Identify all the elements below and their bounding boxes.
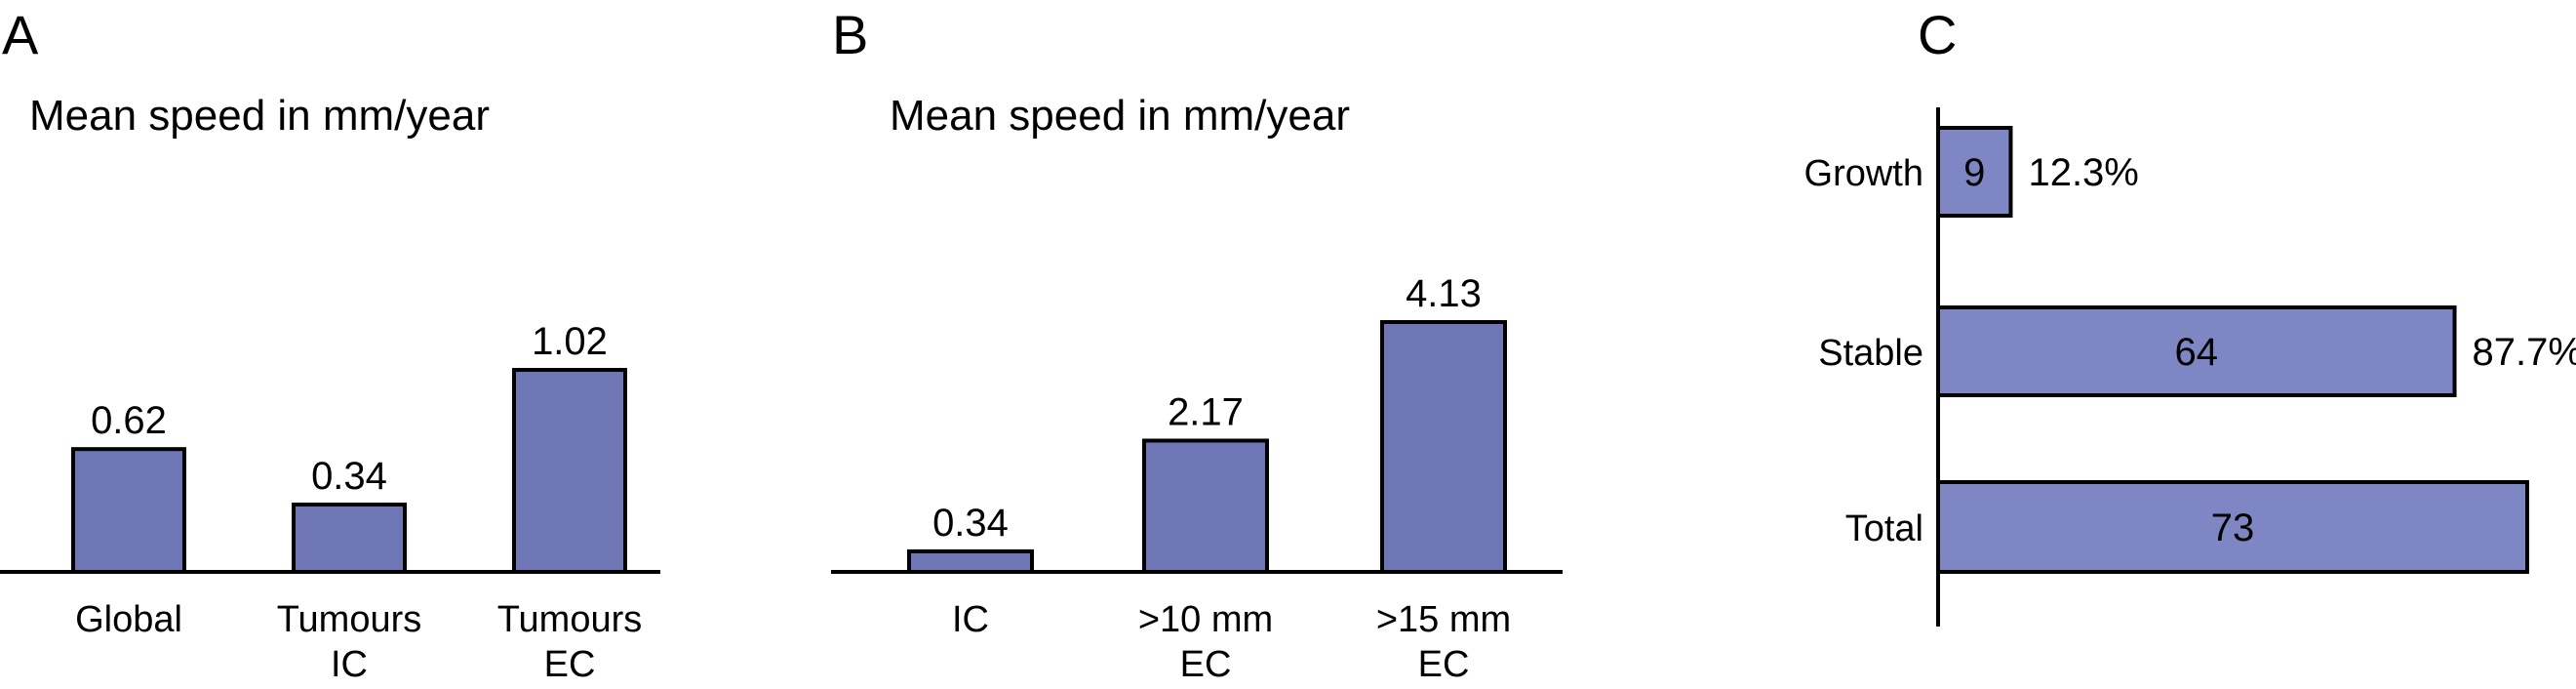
tick-label: EC [1180, 644, 1232, 685]
chart-title: Mean speed in mm/year [29, 92, 490, 140]
data-label: 2.17 [1168, 390, 1244, 433]
bar [907, 548, 1034, 574]
bar [512, 368, 627, 574]
panel-letter: C [1918, 4, 1957, 65]
tick-label: IC [331, 644, 368, 685]
data-label: 1.02 [532, 320, 608, 363]
panel-letter: B [832, 4, 868, 65]
chart-title: Mean speed in mm/year [890, 92, 1350, 140]
tick-label: EC [544, 644, 596, 685]
bar [1142, 438, 1269, 574]
tick-label: Tumours [277, 599, 422, 640]
tick-label: Stable [1818, 333, 1923, 374]
data-label: 9 [1963, 151, 1985, 194]
data-label: 4.13 [1406, 272, 1482, 315]
percent-label: 87.7% [2473, 331, 2576, 374]
data-label: 64 [2175, 331, 2219, 374]
panel-c: C 9 Growth 12.3% 64 Stable 87.7% 73 Total [1804, 4, 2576, 627]
tick-label: Global [75, 599, 182, 640]
tick-label: >10 mm [1138, 599, 1273, 640]
bar [1380, 320, 1507, 574]
data-label: 73 [2211, 507, 2255, 549]
percent-label: 12.3% [2028, 151, 2138, 194]
tick-label: Growth [1804, 153, 1923, 194]
bar [1936, 305, 2457, 397]
panel-letter: A [2, 4, 39, 65]
tick-label: EC [1418, 644, 1470, 685]
data-label: 0.34 [932, 502, 1009, 545]
tick-label: Tumours [497, 599, 643, 640]
panel-a: A Mean speed in mm/year 0.62 Global 0.34 Tumo… [0, 4, 660, 685]
data-label: 0.34 [311, 455, 387, 498]
bar [292, 503, 407, 574]
data-label: 0.62 [91, 399, 167, 442]
tick-label: Total [1845, 508, 1923, 549]
tick-label: IC [952, 599, 989, 640]
tick-label: >15 mm [1376, 599, 1511, 640]
bar [71, 447, 186, 575]
